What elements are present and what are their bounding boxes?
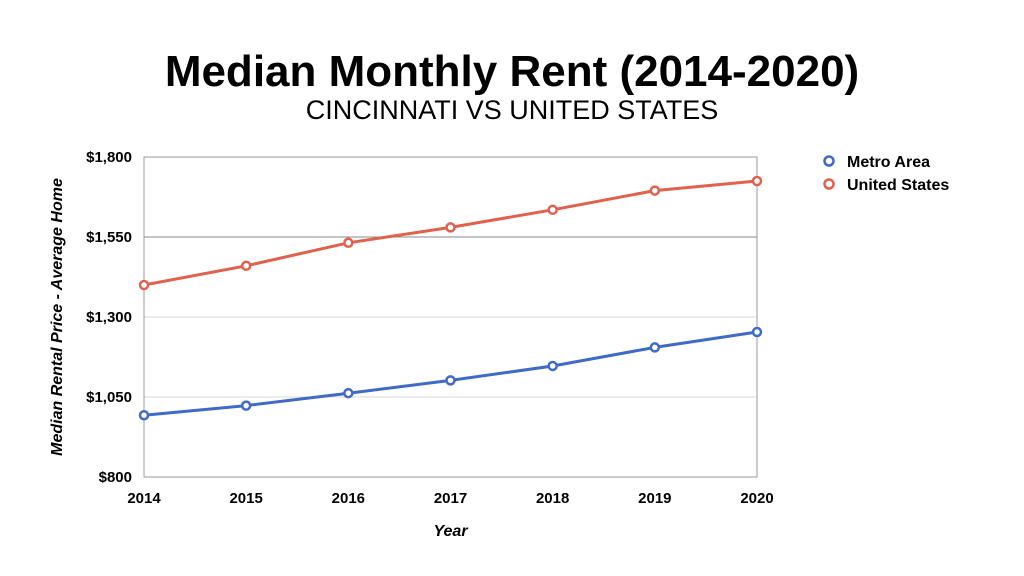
data-point [343,387,354,399]
legend-marker [823,178,835,190]
x-tick-label: 2015 [229,490,262,507]
legend-label: Metro Area [847,154,930,171]
y-axis-ticks: $800 $1,050 $1,300 $1,550 $1,800 [86,149,132,486]
data-point [138,279,150,291]
legend-marker [823,155,835,167]
data-point [240,400,252,411]
x-tick-label: 2014 [127,490,161,507]
data-point [138,409,150,421]
data-point [240,260,252,272]
x-tick-label: 2016 [332,490,365,507]
legend: Metro Area United States [823,154,949,194]
y-tick-label: $1,300 [86,309,132,326]
plot-frame [143,156,758,478]
data-point [445,222,456,233]
x-tick-label: 2020 [740,490,773,507]
y-axis-title: Median Rental Price - Average Home [49,178,66,456]
data-point [649,342,661,353]
x-tick-label: 2017 [434,490,467,507]
data-point [343,237,354,249]
x-axis-title: Year [433,523,468,540]
data-point [547,204,558,216]
data-point [751,326,763,338]
y-tick-label: $1,550 [86,229,132,246]
chart-subtitle: CINCINNATI VS UNITED STATES [305,95,719,125]
x-tick-label: 2018 [536,490,569,507]
series-line-metro-area [143,330,758,417]
grid-lines [144,156,757,478]
data-point [751,175,763,187]
series-group [138,175,763,421]
y-tick-label: $1,050 [86,389,132,406]
series-line-united-states [143,179,758,287]
data-point [445,375,456,386]
data-point [547,360,558,372]
chart-title: Median Monthly Rent (2014-2020) [164,47,860,96]
data-point [649,185,661,196]
x-tick-label: 2019 [638,490,671,507]
y-tick-label: $1,800 [86,149,132,166]
x-axis-ticks: 2014 2015 2016 2017 2018 2019 2020 [127,490,773,507]
y-tick-label: $800 [99,469,132,486]
legend-label: United States [847,177,949,194]
